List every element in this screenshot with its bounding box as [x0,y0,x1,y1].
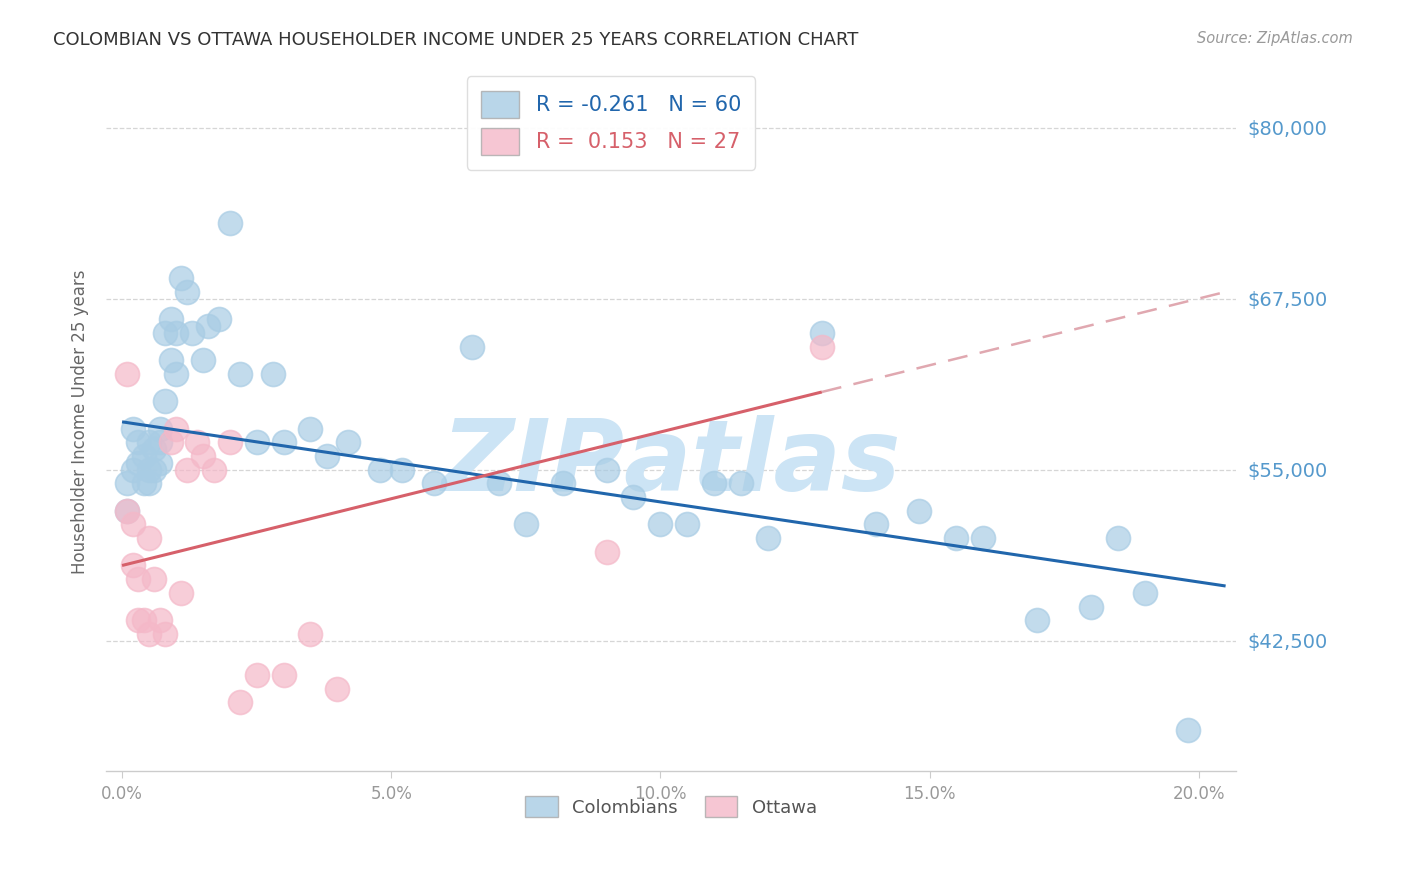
Point [143,463,166,477]
Point [208,312,231,326]
Point [326,681,349,696]
Point [1133,586,1156,600]
Point [246,435,269,450]
Point [159,435,181,450]
Point [370,463,392,477]
Point [1080,599,1102,614]
Point [553,476,575,491]
Point [191,449,214,463]
Point [121,422,143,436]
Point [132,449,155,463]
Point [218,435,240,450]
Point [229,695,252,709]
Point [623,490,645,504]
Point [127,435,149,450]
Point [176,285,198,299]
Y-axis label: Householder Income Under 25 years: Householder Income Under 25 years [72,269,89,574]
Point [165,326,187,340]
Point [756,531,779,545]
Point [391,463,413,477]
Point [153,627,176,641]
Point [907,504,929,518]
Point [730,476,752,491]
Point [865,517,887,532]
Point [117,476,139,491]
Point [218,217,240,231]
Point [299,627,322,641]
Point [138,627,160,641]
Point [149,613,172,627]
Point [138,435,160,450]
Point [595,545,617,559]
Point [138,476,160,491]
Point [423,476,446,491]
Point [153,326,176,340]
Text: COLOMBIAN VS OTTAWA HOUSEHOLDER INCOME UNDER 25 YEARS CORRELATION CHART: COLOMBIAN VS OTTAWA HOUSEHOLDER INCOME U… [53,31,859,49]
Point [176,463,198,477]
Point [165,422,187,436]
Point [132,613,155,627]
Point [202,463,225,477]
Legend: Colombians, Ottawa: Colombians, Ottawa [517,789,824,824]
Point [246,668,269,682]
Point [945,531,967,545]
Point [299,422,322,436]
Point [1026,613,1049,627]
Point [170,271,193,285]
Point [273,435,295,450]
Point [273,668,295,682]
Point [149,456,172,470]
Point [117,367,139,381]
Point [811,326,834,340]
Point [127,613,149,627]
Point [229,367,252,381]
Point [165,367,187,381]
Point [181,326,204,340]
Point [262,367,284,381]
Point [121,463,143,477]
Point [117,504,139,518]
Point [703,476,725,491]
Point [170,586,193,600]
Point [337,435,360,450]
Point [143,442,166,457]
Point [191,353,214,368]
Point [197,319,219,334]
Point [121,517,143,532]
Point [186,435,208,450]
Point [1177,723,1199,737]
Point [972,531,994,545]
Point [159,312,181,326]
Point [127,572,149,586]
Point [315,449,337,463]
Point [143,572,166,586]
Point [159,353,181,368]
Point [595,463,617,477]
Point [121,558,143,573]
Point [149,422,172,436]
Point [811,340,834,354]
Text: Source: ZipAtlas.com: Source: ZipAtlas.com [1197,31,1353,46]
Point [515,517,537,532]
Point [650,517,672,532]
Point [488,476,510,491]
Text: ZIP⁠atlas: ZIP⁠atlas [441,415,901,512]
Point [1107,531,1129,545]
Point [132,476,155,491]
Point [149,435,172,450]
Point [117,504,139,518]
Point [153,394,176,409]
Point [138,463,160,477]
Point [138,531,160,545]
Point [127,456,149,470]
Point [676,517,699,532]
Point [461,340,484,354]
